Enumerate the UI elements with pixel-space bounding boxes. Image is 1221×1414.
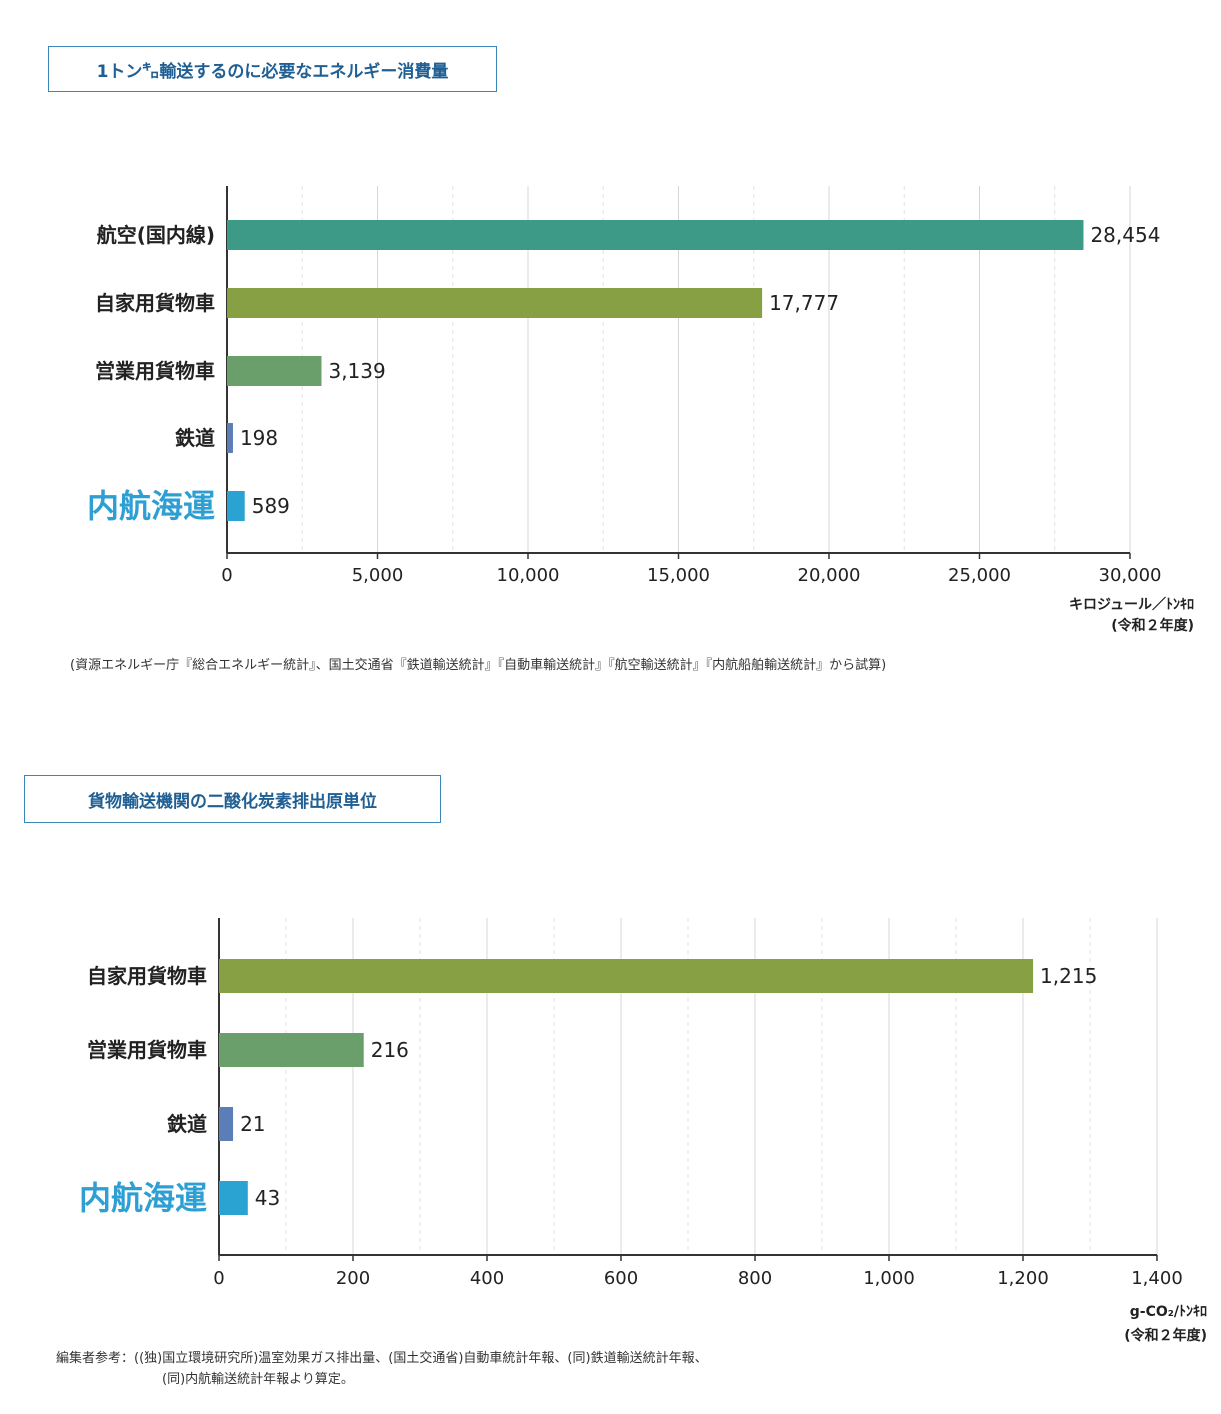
chart2-category-label: 自家用貨物車 — [87, 964, 207, 988]
chart2-source-note-line2: (同)内航輸送統計年報より算定。 — [162, 1372, 354, 1387]
chart2-tick-label: 400 — [470, 1268, 504, 1289]
chart2-source-note-line1: 編集者参考：((独)国立環境研究所)温室効果ガス排出量、(国土交通省)自動車統計… — [56, 1351, 708, 1366]
chart1-title: 1トン㌔輸送するのに必要なエネルギー消費量 — [48, 46, 497, 92]
chart2-unit-line2: (令和２年度) — [1124, 1328, 1207, 1344]
chart1-tick-label: 30,000 — [1099, 565, 1162, 586]
chart2-category-label: 鉄道 — [167, 1112, 207, 1136]
chart2-tick-label: 800 — [738, 1268, 772, 1289]
chart2-bar — [219, 959, 1034, 993]
chart1-category-label: 鉄道 — [175, 426, 215, 450]
chart2-tick-label: 1,200 — [997, 1268, 1049, 1289]
chart2-tick-label: 1,000 — [863, 1268, 915, 1289]
chart2-value-label: 21 — [240, 1112, 265, 1136]
chart2-bar — [219, 1181, 248, 1215]
chart1-category-label: 営業用貨物車 — [95, 359, 215, 383]
chart2-title: 貨物輸送機関の二酸化炭素排出原単位 — [24, 775, 441, 823]
chart1-svg: 0 5,000 10,000 15,000 20,000 25,000 30,000 28,4… — [87, 186, 1162, 586]
chart1-source-note: (資源エネルギー庁『総合エネルギー統計』、国土交通省『鉄道輸送統計』『自動車輸送… — [70, 658, 887, 673]
chart1-bar — [227, 423, 233, 453]
chart1-value-label: 28,454 — [1090, 223, 1160, 247]
chart1-bar — [227, 220, 1084, 250]
chart1-tick-label: 5,000 — [352, 565, 404, 586]
chart2-tick-label: 600 — [604, 1268, 638, 1289]
chart1-tick-label: 20,000 — [798, 565, 861, 586]
chart2-bar — [219, 1033, 364, 1067]
chart1-value-label: 17,777 — [769, 291, 839, 315]
chart1-tick-label: 25,000 — [948, 565, 1011, 586]
chart1-unit: キロジュール／ﾄﾝｷﾛ (令和２年度) — [1069, 595, 1194, 637]
chart1-category-label: 内航海運 — [87, 487, 215, 525]
chart1-tick-label: 0 — [221, 565, 232, 586]
chart2-tick-label: 0 — [213, 1268, 224, 1289]
chart1-value-label: 198 — [240, 426, 278, 450]
chart1-bar — [227, 288, 763, 318]
chart2-category-label: 営業用貨物車 — [87, 1038, 207, 1062]
chart1-tick-label: 10,000 — [497, 565, 560, 586]
chart1-bar — [227, 491, 245, 521]
chart1-tick-label: 15,000 — [647, 565, 710, 586]
chart2-value-label: 216 — [371, 1038, 409, 1062]
chart1-value-label: 589 — [252, 494, 290, 518]
chart1-bar — [227, 356, 322, 386]
chart1-unit-line2: (令和２年度) — [1111, 618, 1194, 634]
chart1-category-label: 航空(国内線) — [97, 223, 215, 247]
chart1-category-label: 自家用貨物車 — [95, 291, 215, 315]
chart2-tick-label: 1,400 — [1131, 1268, 1183, 1289]
chart2-value-label: 1,215 — [1040, 964, 1097, 988]
chart2-category-label: 内航海運 — [79, 1179, 207, 1217]
chart2-unit: g-CO₂/ﾄﾝｷﾛ (令和２年度) — [1124, 1300, 1207, 1348]
chart1-value-label: 3,139 — [328, 359, 385, 383]
chart2-unit-line1: g-CO₂/ﾄﾝｷﾛ — [1129, 1304, 1207, 1320]
chart2-value-label: 43 — [255, 1186, 280, 1210]
chart2-tick-label: 200 — [336, 1268, 370, 1289]
chart2-bar — [219, 1107, 234, 1141]
chart1-unit-line1: キロジュール／ﾄﾝｷﾛ — [1068, 597, 1194, 613]
